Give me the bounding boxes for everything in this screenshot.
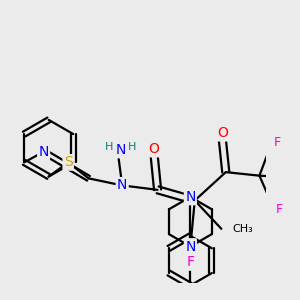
Text: F: F: [275, 203, 283, 216]
Text: N: N: [185, 190, 196, 204]
Text: N: N: [115, 143, 126, 157]
Text: N: N: [38, 145, 49, 159]
Text: CH₃: CH₃: [232, 224, 253, 234]
Text: H: H: [128, 142, 136, 152]
Text: S: S: [64, 155, 73, 170]
Text: N: N: [185, 239, 196, 254]
Text: N: N: [117, 178, 128, 192]
Text: H: H: [105, 142, 113, 152]
Text: O: O: [217, 126, 228, 140]
Text: F: F: [298, 171, 300, 184]
Text: O: O: [148, 142, 160, 156]
Text: F: F: [274, 136, 281, 148]
Text: F: F: [186, 255, 194, 269]
